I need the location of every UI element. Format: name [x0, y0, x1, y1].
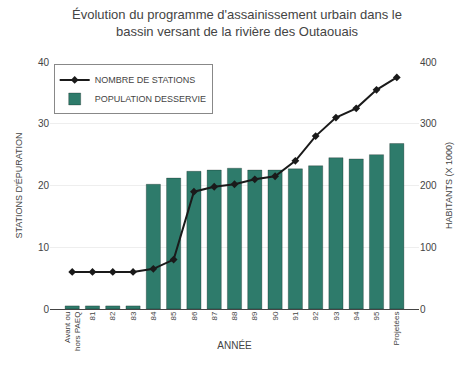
svg-text:Avant ouhors PAEQ: Avant ouhors PAEQ	[63, 312, 82, 351]
svg-text:88: 88	[230, 311, 239, 320]
svg-text:20: 20	[38, 180, 50, 191]
svg-text:ANNÉE: ANNÉE	[217, 339, 252, 351]
svg-text:93: 93	[332, 311, 341, 320]
svg-text:86: 86	[190, 311, 199, 320]
svg-text:STATIONS D'ÉPURATION: STATIONS D'ÉPURATION	[14, 132, 24, 238]
svg-text:POPULATION DESSERVIE: POPULATION DESSERVIE	[95, 94, 206, 104]
svg-text:81: 81	[88, 311, 97, 320]
svg-text:85: 85	[169, 311, 178, 320]
svg-text:HABITANTS (X 1000): HABITANTS (X 1000)	[444, 142, 454, 229]
svg-text:91: 91	[291, 311, 300, 320]
svg-text:200: 200	[420, 180, 437, 191]
svg-text:84: 84	[149, 311, 158, 320]
svg-text:82: 82	[108, 311, 117, 320]
svg-text:NOMBRE DE STATIONS: NOMBRE DE STATIONS	[95, 75, 196, 85]
svg-text:Évolution du programme d'assai: Évolution du programme d'assainissement …	[72, 7, 402, 39]
svg-text:Projetées: Projetées	[392, 312, 401, 346]
svg-text:89: 89	[250, 311, 259, 320]
svg-text:400: 400	[420, 57, 437, 68]
svg-text:300: 300	[420, 118, 437, 129]
svg-text:94: 94	[352, 311, 361, 320]
svg-text:100: 100	[420, 242, 437, 253]
svg-text:10: 10	[38, 242, 50, 253]
svg-text:30: 30	[38, 118, 50, 129]
svg-text:0: 0	[43, 304, 49, 315]
svg-text:40: 40	[38, 57, 50, 68]
svg-text:90: 90	[271, 311, 280, 320]
svg-text:0: 0	[420, 304, 426, 315]
svg-text:95: 95	[372, 311, 381, 320]
svg-text:83: 83	[129, 311, 138, 320]
svg-text:87: 87	[210, 311, 219, 320]
svg-text:92: 92	[311, 311, 320, 320]
